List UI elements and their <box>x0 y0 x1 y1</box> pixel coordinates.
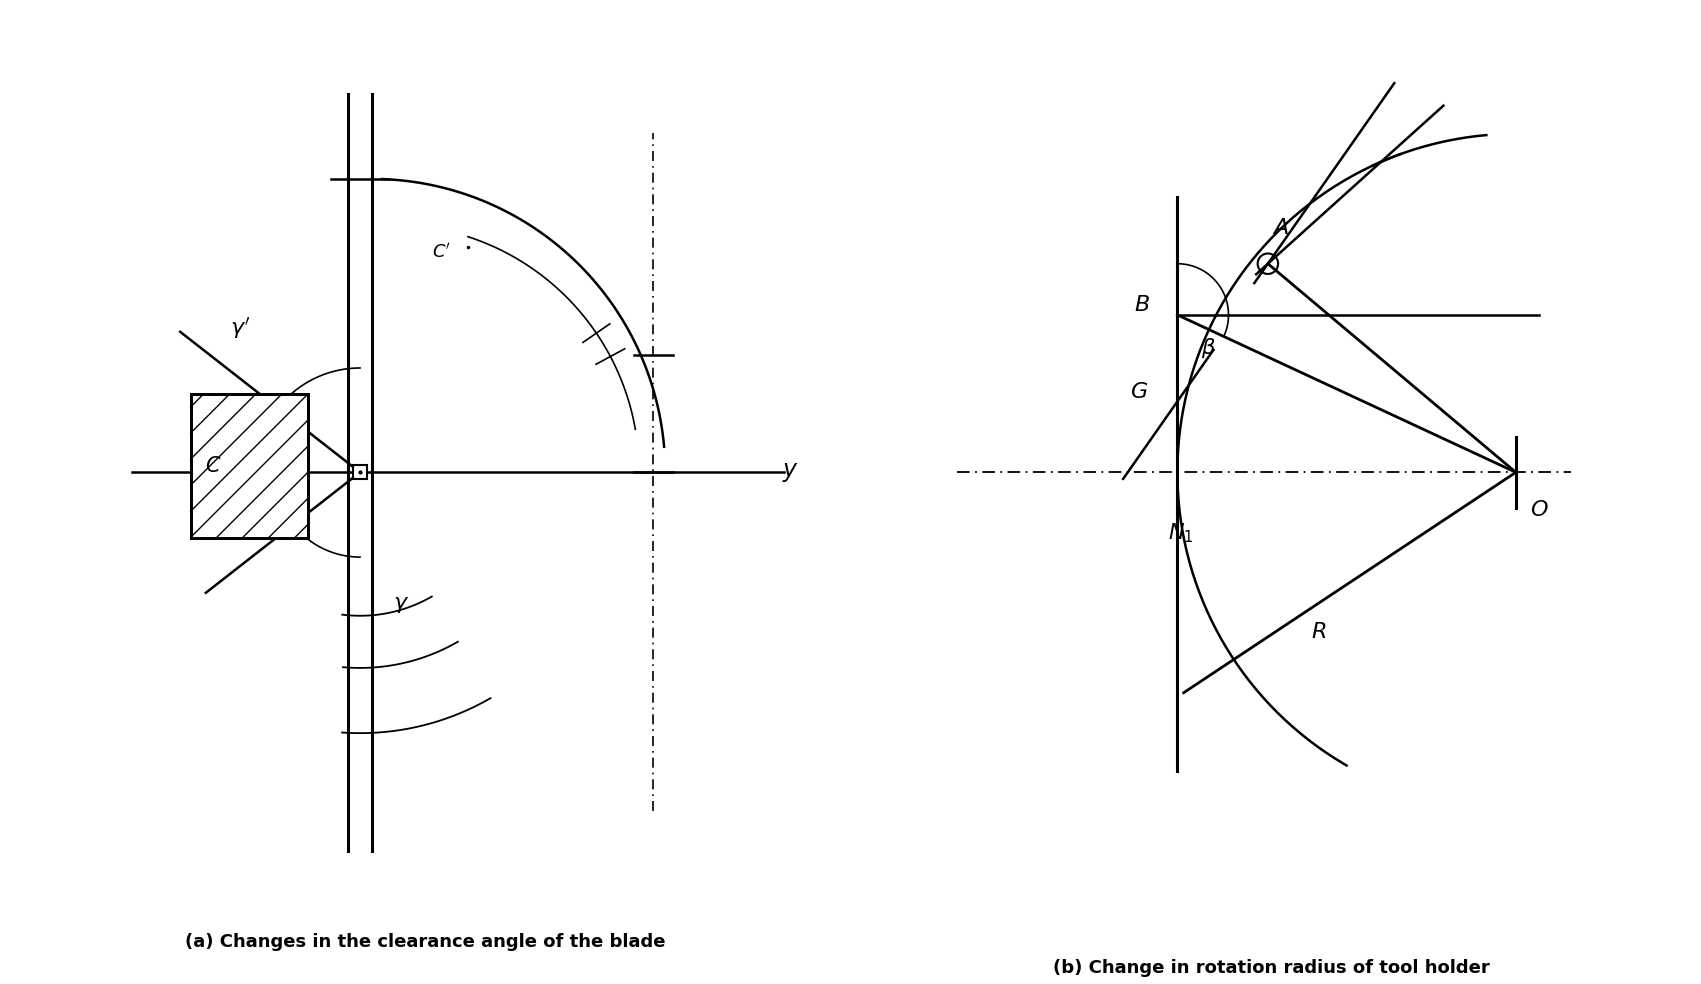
Text: (a) Changes in the clearance angle of the blade: (a) Changes in the clearance angle of th… <box>185 933 665 951</box>
Text: $O$: $O$ <box>1529 500 1548 520</box>
Text: $\beta$: $\beta$ <box>1201 337 1216 360</box>
Text: $\gamma'$: $\gamma'$ <box>230 316 250 341</box>
Bar <box>191 394 308 537</box>
Bar <box>352 465 367 479</box>
Text: $C'$: $C'$ <box>432 242 451 261</box>
Bar <box>191 394 308 537</box>
Text: $A$: $A$ <box>1272 217 1289 238</box>
Text: $y$: $y$ <box>782 461 799 484</box>
Text: $R$: $R$ <box>1311 622 1327 642</box>
Text: $G$: $G$ <box>1129 382 1148 401</box>
Text: $N_1$: $N_1$ <box>1169 522 1194 545</box>
Text: $\gamma$: $\gamma$ <box>393 595 408 615</box>
Text: $B$: $B$ <box>1135 295 1150 315</box>
Text: (b) Change in rotation radius of tool holder: (b) Change in rotation radius of tool ho… <box>1053 959 1490 977</box>
Text: $C$: $C$ <box>206 456 221 476</box>
